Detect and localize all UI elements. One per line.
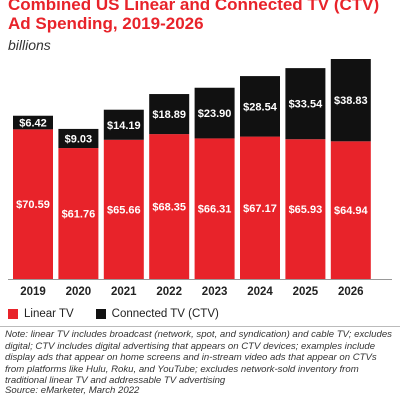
x-tick-2021: 2021: [111, 286, 137, 298]
label-ctv-2020: $9.03: [65, 133, 93, 145]
x-tick-2022: 2022: [156, 286, 182, 298]
bar-ctv-2024: [240, 76, 280, 137]
x-tick-2023: 2023: [202, 286, 228, 298]
label-linear-2021: $65.66: [107, 204, 141, 216]
bar-linear-2019: [13, 129, 53, 279]
bar-linear-2026: [330, 141, 371, 279]
bar-ctv-2025: [285, 68, 326, 140]
stacked-bar-chart: $70.59 $6.42 2019 $61.76 $9.03 2020 $65.66 $14.…: [8, 59, 392, 298]
label-linear-2026: $64.94: [334, 205, 369, 217]
chart-subtitle: billions: [8, 37, 51, 53]
bar-linear-2020: [58, 148, 99, 279]
bar-linear-2024: [240, 136, 280, 279]
x-tick-2026: 2026: [338, 286, 364, 298]
x-tick-2020: 2020: [66, 286, 92, 298]
label-ctv-2024: $28.54: [243, 101, 278, 113]
label-linear-2022: $68.35: [152, 202, 186, 214]
label-ctv-2023: $23.90: [198, 108, 232, 120]
label-ctv-2025: $33.54: [289, 99, 324, 111]
legend-label-ctv: Connected TV (CTV): [111, 308, 219, 320]
label-ctv-2022: $18.89: [152, 109, 186, 121]
label-linear-2024: $67.17: [243, 203, 277, 215]
bar-ctv-2023: [194, 87, 235, 139]
bar-ctv-2021: [103, 109, 144, 140]
legend: Linear TV Connected TV (CTV): [8, 307, 241, 321]
label-ctv-2021: $14.19: [107, 120, 141, 132]
label-ctv-2026: $38.83: [334, 95, 368, 107]
bar-linear-2021: [103, 139, 144, 279]
label-linear-2020: $61.76: [62, 209, 96, 221]
x-tick-2025: 2025: [293, 286, 319, 298]
legend-swatch-ctv: [95, 309, 106, 319]
label-linear-2025: $65.93: [289, 204, 323, 216]
x-tick-2024: 2024: [247, 286, 273, 298]
legend-label-linear: Linear TV: [24, 308, 74, 320]
footer-divider: [0, 326, 400, 327]
bar-linear-2023: [194, 138, 235, 279]
x-tick-2019: 2019: [20, 286, 46, 298]
label-linear-2023: $66.31: [198, 204, 232, 216]
bar-ctv-2022: [149, 94, 190, 135]
bar-linear-2022: [149, 134, 190, 279]
bar-linear-2025: [285, 139, 326, 279]
source-line: Source: eMarketer, March 2022: [5, 385, 140, 396]
legend-item-ctv: Connected TV (CTV): [95, 308, 219, 320]
chart-title: Combined US Linear and Connected TV (CTV…: [8, 0, 380, 33]
bar-ctv-2020: [58, 128, 99, 149]
bar-ctv-2026: [330, 59, 371, 142]
label-linear-2019: $70.59: [16, 199, 50, 211]
label-ctv-2019: $6.42: [19, 118, 47, 130]
legend-item-linear: Linear TV: [8, 308, 74, 320]
legend-swatch-linear: [8, 309, 18, 319]
bar-ctv-2019: [13, 115, 53, 130]
footnote: Note: linear TV includes broadcast (netw…: [5, 329, 392, 387]
